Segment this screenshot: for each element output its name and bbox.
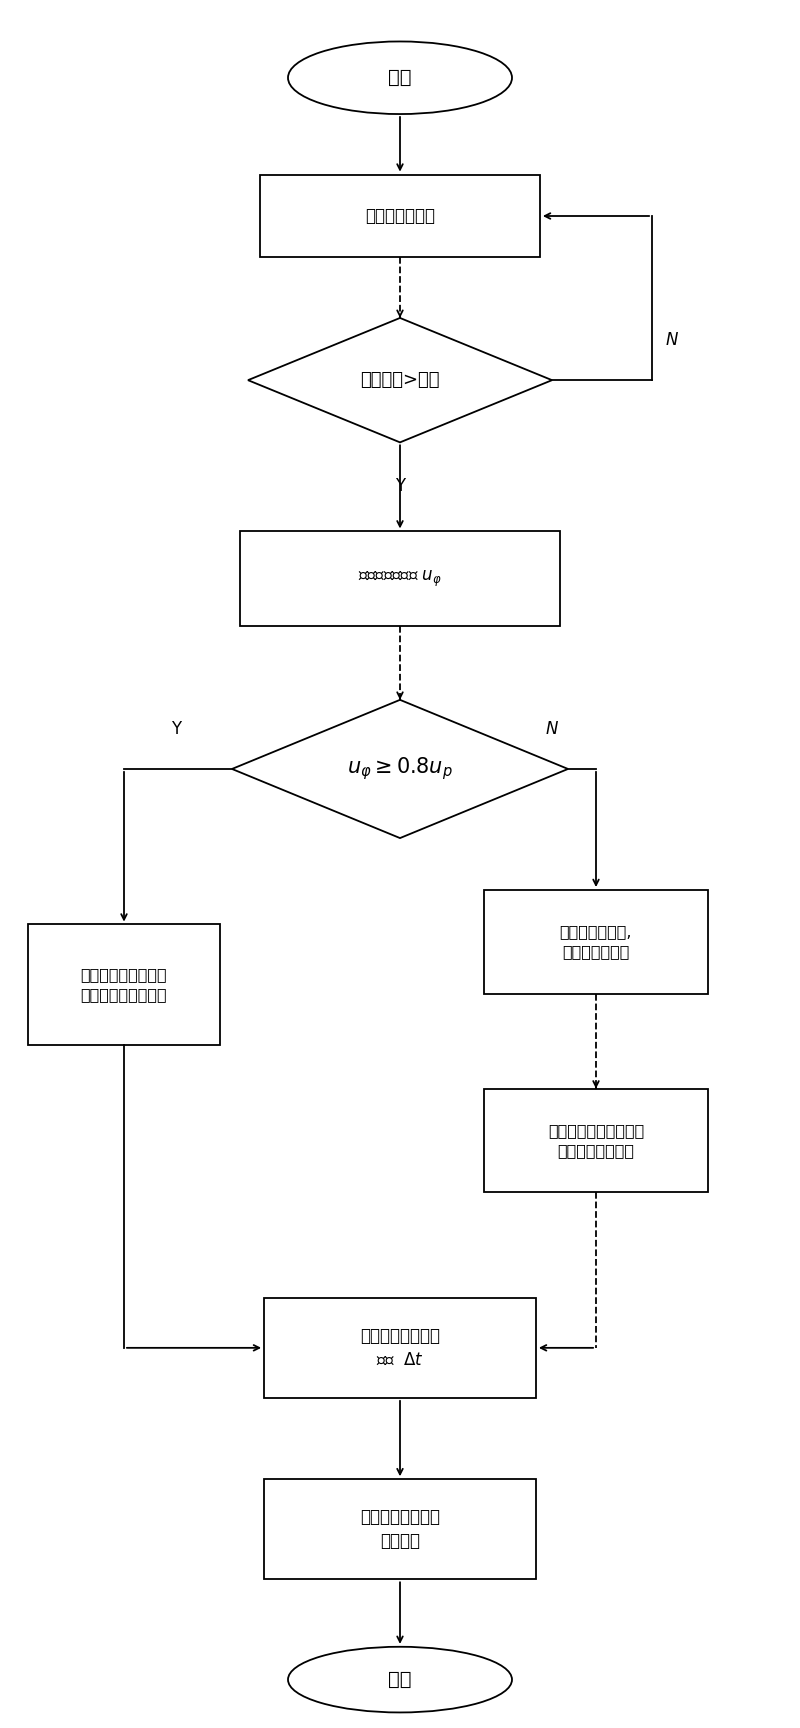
Text: 开始: 开始 xyxy=(388,69,412,86)
Text: Y: Y xyxy=(395,477,405,494)
Text: N: N xyxy=(546,721,558,738)
Ellipse shape xyxy=(288,1647,512,1712)
Text: 计算模极大值间隔
确定  $\Delta t$: 计算模极大值间隔 确定 $\Delta t$ xyxy=(360,1327,440,1369)
Bar xyxy=(484,1089,708,1192)
Text: $u_{\varphi}\geq0.8u_{p}$: $u_{\varphi}\geq0.8u_{p}$ xyxy=(347,755,453,783)
Text: 采样电压与电流: 采样电压与电流 xyxy=(365,207,435,225)
Bar xyxy=(240,530,560,626)
Bar xyxy=(260,175,540,257)
Polygon shape xyxy=(248,318,552,442)
Bar xyxy=(28,924,220,1045)
Bar xyxy=(484,890,708,994)
Text: 对暂态故障信号的行
波电流进行小波分析: 对暂态故障信号的行 波电流进行小波分析 xyxy=(81,968,167,1002)
Bar xyxy=(264,1479,536,1579)
Polygon shape xyxy=(232,700,568,838)
Text: 对脉冲信号产生的行波
电流进行小波分析: 对脉冲信号产生的行波 电流进行小波分析 xyxy=(548,1123,644,1158)
Text: 对故障线路停电,
并注入脉冲信号: 对故障线路停电, 并注入脉冲信号 xyxy=(560,924,632,959)
Text: 判断故障相得到 $u_{\varphi}$: 判断故障相得到 $u_{\varphi}$ xyxy=(358,569,442,589)
Text: 零序电压>定值: 零序电压>定值 xyxy=(360,372,440,389)
Text: N: N xyxy=(666,332,678,349)
Bar xyxy=(264,1298,536,1398)
Ellipse shape xyxy=(288,41,512,114)
Text: Y: Y xyxy=(171,721,181,738)
Text: 结束: 结束 xyxy=(388,1671,412,1688)
Text: 计算得故障点距母
线的距离: 计算得故障点距母 线的距离 xyxy=(360,1509,440,1550)
